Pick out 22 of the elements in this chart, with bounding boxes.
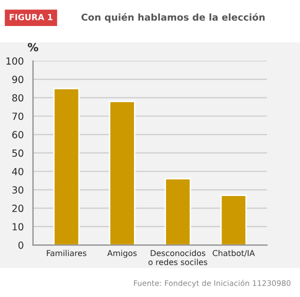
y-tick-label: 60 xyxy=(12,131,24,138)
y-tick-label: 20 xyxy=(12,204,24,212)
y-tick-label: 100 xyxy=(6,57,24,65)
x-tick-label: Amigos xyxy=(107,250,137,258)
y-tick-label: 80 xyxy=(12,94,24,102)
bar xyxy=(164,178,192,246)
y-tick-label: 0 xyxy=(18,242,24,249)
y-tick-label: 40 xyxy=(12,168,24,176)
x-tick-label: Familiares xyxy=(46,250,86,256)
x-tick-label: Chatbot/IA xyxy=(212,250,255,257)
text: FIGURA 1 xyxy=(10,14,52,20)
y-tick-label: 70 xyxy=(12,112,24,120)
y-tick-label: 10 xyxy=(12,223,24,230)
bar xyxy=(53,88,80,246)
y-axis-title: % xyxy=(28,42,38,52)
bar xyxy=(220,194,247,246)
y-tick-label: 30 xyxy=(12,186,24,194)
chart-title: Con quién hablamos de la elección xyxy=(81,13,265,23)
x-tick-label: Desconocidos o redes sociles xyxy=(148,250,208,266)
y-tick-label: 90 xyxy=(12,76,24,84)
y-tick-label: 50 xyxy=(12,149,24,157)
bar xyxy=(108,100,136,246)
